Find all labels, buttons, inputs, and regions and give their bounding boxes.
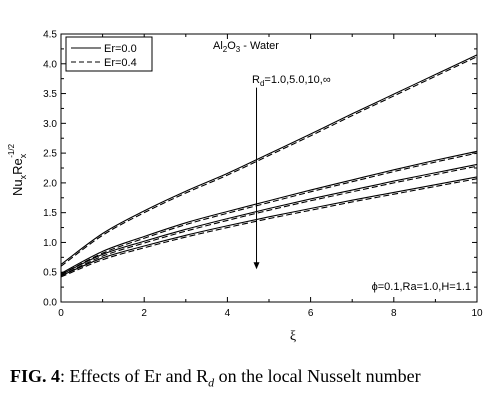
rd-label: Rd=1.0,5.0,10,∞ [252, 74, 331, 88]
series-layer [60, 54, 478, 278]
plot-frame [60, 33, 478, 303]
y-tick-label: 1.0 [43, 238, 57, 249]
series-line-3-solid [60, 150, 478, 274]
x-tick-label: 2 [141, 308, 147, 319]
fluid-label: Al2O3 - Water [213, 40, 279, 54]
x-tick-label: 6 [308, 308, 314, 319]
arrow-head [253, 262, 260, 270]
series-line-8-dashed [60, 178, 478, 278]
caption-sub: d [208, 375, 215, 390]
y-label-sub1: x [18, 174, 28, 179]
caption-text-before: : Effects of Er and R [60, 366, 209, 386]
y-tick-label: 3.5 [43, 89, 57, 100]
y-tick-label: 1.5 [43, 208, 57, 219]
caption-label: FIG. 4 [10, 366, 61, 386]
y-tick-label: 4.5 [43, 30, 57, 41]
y-tick-label: 3.0 [43, 119, 57, 130]
fluid-al: Al [213, 40, 223, 52]
y-tick-label: 0.0 [43, 298, 57, 309]
y-axis-label: NuxRex-1/2 [7, 143, 28, 196]
rd-values: =1.0,5.0,10,∞ [264, 74, 330, 86]
x-tick-label: 10 [471, 308, 483, 319]
params-label: ϕ=0.1,Ra=1.0,H=1.1 [372, 281, 471, 293]
fluid-o: O [227, 40, 236, 52]
x-axis-label: ξ [290, 329, 296, 344]
legend-label: Er=0.0 [104, 43, 137, 55]
series-line-6-dashed [60, 165, 478, 277]
axes-ticks: 0 2 4 6 8 10 0.0 0.5 1.0 1.5 2.0 2.5 3.0 3.5 4.0 4.5 [43, 30, 483, 320]
annotations: Al2O3 - Water Rd=1.0,5.0,10,∞ ϕ=0.1,Ra=1.0… [213, 40, 471, 293]
y-tick-label: 0.5 [43, 268, 57, 279]
fluid-sub2: 3 [236, 45, 241, 54]
series-line-5-solid [60, 163, 478, 276]
y-label-sub2: x [18, 153, 28, 158]
series-line-7-solid [60, 176, 478, 277]
x-tick-label: 0 [58, 308, 64, 319]
caption-text-after: on the local Nusselt number [214, 366, 421, 386]
series-line-2-dashed [60, 56, 478, 267]
y-label-sup: -1/2 [7, 143, 16, 157]
series-line-4-dashed [60, 152, 478, 276]
y-tick-label: 2.0 [43, 178, 57, 189]
figure-caption: FIG. 4: Effects of Er and Rd on the loca… [10, 366, 495, 391]
legend-label: Er=0.4 [104, 57, 137, 69]
fluid-rest: - Water [240, 40, 279, 52]
rd-sub: d [260, 79, 264, 88]
x-tick-label: 4 [225, 308, 231, 319]
series-line-1-solid [60, 54, 478, 265]
legend-box [65, 36, 153, 72]
x-tick-label: 8 [391, 308, 397, 319]
y-tick-label: 2.5 [43, 149, 57, 160]
y-tick-label: 4.0 [43, 59, 57, 70]
legend: Er=0.0 Er=0.4 [65, 36, 153, 72]
rd-main: R [252, 74, 260, 86]
nusselt-chart: 0 2 4 6 8 10 0.0 0.5 1.0 1.5 2.0 2.5 3.0 3.5 4.0 4.5 ξ N… [7, 30, 483, 345]
y-label-re: Re [10, 158, 25, 175]
y-label-nu: Nu [10, 179, 25, 196]
fluid-sub: 2 [223, 45, 228, 54]
